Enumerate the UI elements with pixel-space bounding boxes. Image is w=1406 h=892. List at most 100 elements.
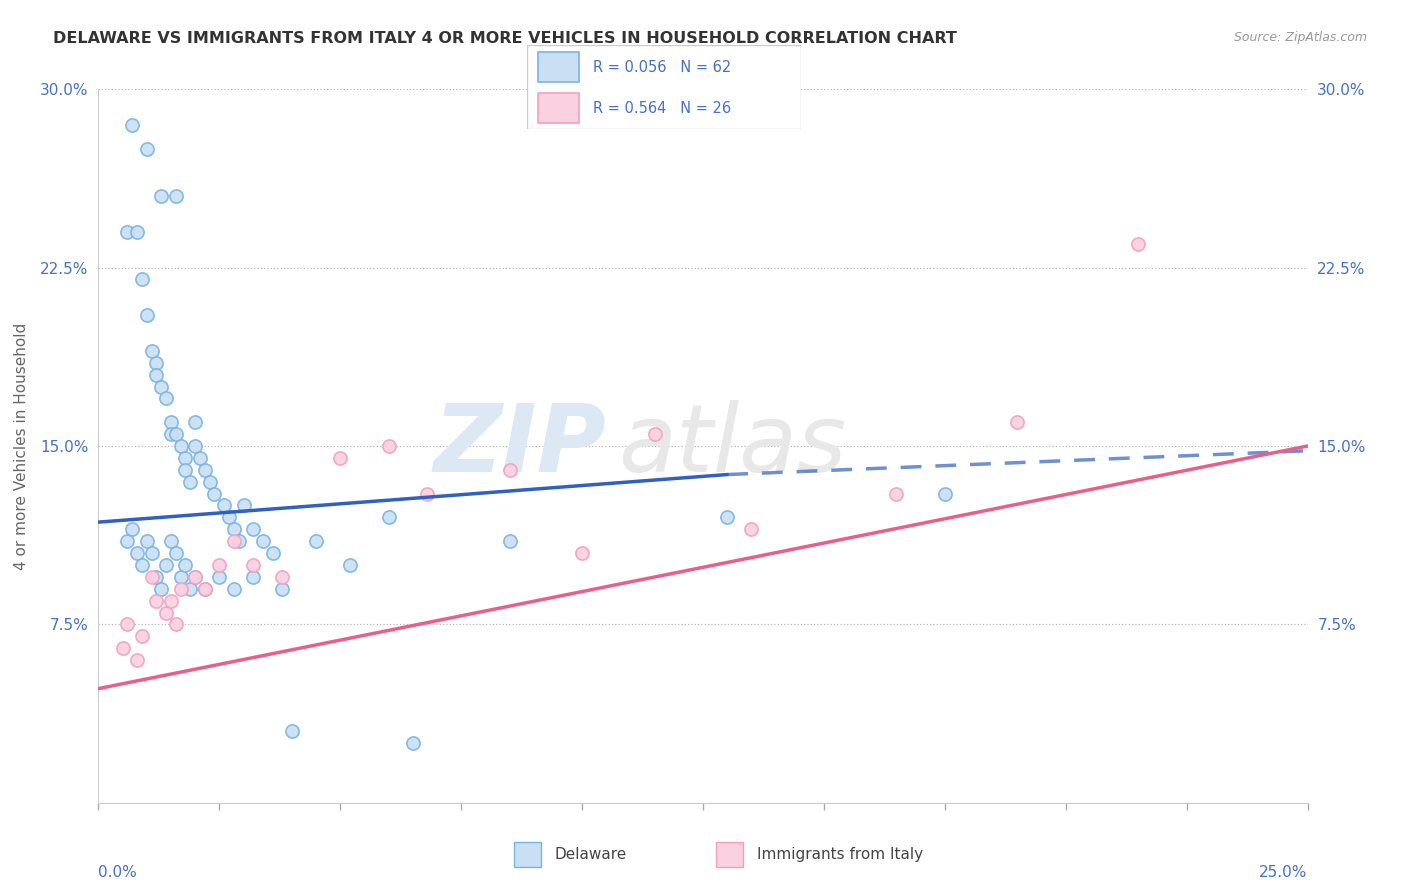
Point xyxy=(402,736,425,750)
Point xyxy=(194,582,217,596)
Point xyxy=(740,522,762,536)
Point xyxy=(117,617,139,632)
Text: Immigrants from Italy: Immigrants from Italy xyxy=(756,847,924,862)
Point xyxy=(165,617,187,632)
Point xyxy=(262,546,284,560)
Point xyxy=(150,189,173,203)
Point xyxy=(131,629,153,643)
Point xyxy=(174,463,197,477)
Bar xyxy=(538,93,579,122)
Text: Source: ZipAtlas.com: Source: ZipAtlas.com xyxy=(1233,31,1367,45)
Point xyxy=(329,450,352,465)
Point xyxy=(188,450,211,465)
Point xyxy=(145,356,167,370)
Point xyxy=(174,450,197,465)
Point xyxy=(160,415,183,429)
Point xyxy=(498,463,520,477)
Point xyxy=(228,534,250,549)
Point xyxy=(160,534,183,549)
Point xyxy=(886,486,908,500)
Point xyxy=(127,546,149,560)
Point xyxy=(145,368,167,382)
Point xyxy=(169,439,191,453)
Point xyxy=(232,499,254,513)
Point xyxy=(198,475,221,489)
Point xyxy=(121,522,143,536)
Text: 0.0%: 0.0% xyxy=(98,864,138,880)
Text: atlas: atlas xyxy=(619,401,846,491)
Point xyxy=(135,308,157,322)
Point xyxy=(222,582,245,596)
Point xyxy=(644,427,666,442)
Point xyxy=(184,570,207,584)
Point xyxy=(208,558,231,572)
Bar xyxy=(538,53,579,82)
Point xyxy=(141,546,163,560)
Text: DELAWARE VS IMMIGRANTS FROM ITALY 4 OR MORE VEHICLES IN HOUSEHOLD CORRELATION CH: DELAWARE VS IMMIGRANTS FROM ITALY 4 OR M… xyxy=(53,31,957,46)
Point xyxy=(339,558,361,572)
Point xyxy=(242,558,264,572)
Point xyxy=(184,570,207,584)
Point xyxy=(377,510,399,524)
Point xyxy=(179,475,201,489)
Point xyxy=(160,593,183,607)
Point xyxy=(305,534,328,549)
Point xyxy=(155,392,177,406)
Point xyxy=(117,534,139,549)
Point xyxy=(141,570,163,584)
Point xyxy=(194,582,217,596)
Point xyxy=(165,189,187,203)
Y-axis label: 4 or more Vehicles in Household: 4 or more Vehicles in Household xyxy=(14,322,30,570)
Point xyxy=(127,225,149,239)
Point xyxy=(169,582,191,596)
Point xyxy=(218,510,240,524)
Point xyxy=(141,343,163,358)
Point xyxy=(117,225,139,239)
Point xyxy=(131,272,153,286)
Point xyxy=(165,546,187,560)
Point xyxy=(179,582,201,596)
Bar xyxy=(717,842,744,867)
Point xyxy=(252,534,274,549)
Point xyxy=(184,439,207,453)
Point xyxy=(111,641,134,656)
Text: R = 0.056   N = 62: R = 0.056 N = 62 xyxy=(593,60,731,75)
Point xyxy=(150,379,173,393)
Point xyxy=(222,534,245,549)
Text: 25.0%: 25.0% xyxy=(1260,864,1308,880)
Point xyxy=(1007,415,1029,429)
Point xyxy=(212,499,235,513)
Point xyxy=(204,486,226,500)
FancyBboxPatch shape xyxy=(527,45,801,129)
Point xyxy=(416,486,439,500)
Point xyxy=(155,606,177,620)
Point xyxy=(242,522,264,536)
Point xyxy=(174,558,197,572)
Point xyxy=(121,118,143,132)
Point xyxy=(716,510,738,524)
Point xyxy=(165,427,187,442)
Point xyxy=(271,582,294,596)
Point xyxy=(160,427,183,442)
Point xyxy=(135,534,157,549)
Point xyxy=(150,582,173,596)
Point xyxy=(377,439,399,453)
Point xyxy=(135,142,157,156)
Point xyxy=(281,724,304,739)
Point xyxy=(934,486,956,500)
Text: ZIP: ZIP xyxy=(433,400,606,492)
Point xyxy=(145,570,167,584)
Point xyxy=(222,522,245,536)
Point xyxy=(127,653,149,667)
Point xyxy=(498,534,520,549)
Point xyxy=(194,463,217,477)
Text: R = 0.564   N = 26: R = 0.564 N = 26 xyxy=(593,101,731,116)
Point xyxy=(271,570,294,584)
Point xyxy=(155,558,177,572)
Point xyxy=(131,558,153,572)
Point xyxy=(184,415,207,429)
Text: Delaware: Delaware xyxy=(554,847,627,862)
Point xyxy=(208,570,231,584)
Bar xyxy=(515,842,541,867)
Point xyxy=(571,546,593,560)
